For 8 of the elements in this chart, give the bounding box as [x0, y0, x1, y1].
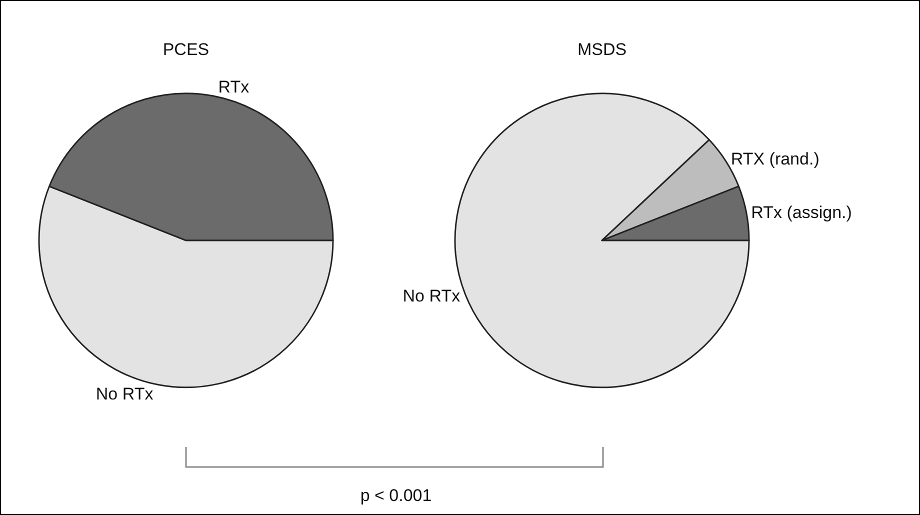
- slice-label: No RTx: [402, 286, 461, 306]
- slice-label: RTx (assign.): [751, 203, 852, 222]
- chart-title: MSDS: [577, 40, 627, 59]
- slice-label: RTx: [218, 77, 250, 96]
- text: p < 0.001: [359, 486, 433, 506]
- slice-label: No RTx: [96, 384, 154, 404]
- chart-title: PCES: [162, 40, 210, 59]
- slice-label: RTX (rand.): [730, 149, 820, 168]
